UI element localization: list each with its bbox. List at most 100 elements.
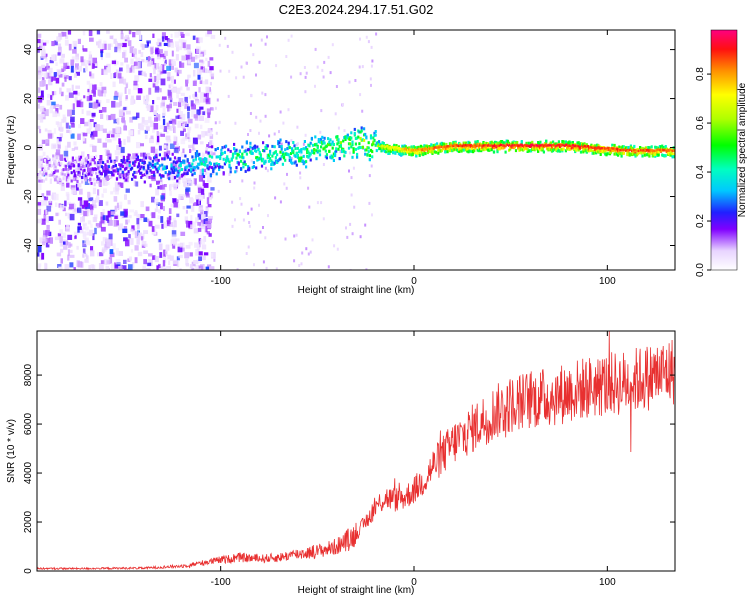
heatmap-ridge-cell (208, 161, 211, 165)
heatmap-speckle (72, 49, 77, 54)
heatmap-ridge-cell (95, 171, 98, 175)
heatmap-speckle (89, 71, 92, 77)
heatmap-speckle (130, 228, 134, 232)
heatmap-speckle (202, 111, 206, 115)
heatmap-ridge-core (459, 144, 462, 147)
heatmap-ridge-cell (191, 155, 194, 159)
heatmap-speckle (143, 250, 148, 254)
heatmap-ridge-cell (75, 168, 78, 171)
heatmap-speckle (228, 173, 231, 176)
heatmap-ridge-cell (192, 168, 195, 172)
heatmap-speckle (87, 119, 92, 125)
heatmap-ridge-cell (108, 175, 112, 179)
heatmap-speckle (154, 155, 158, 162)
heatmap-ridge-cell (92, 177, 95, 181)
heatmap-speckle (203, 49, 207, 55)
chart-title: C2E3.2024.294.17.51.G02 (279, 2, 434, 17)
heatmap-speckle (137, 213, 143, 221)
heatmap-speckle (365, 268, 368, 270)
heatmap-ridge-cell (639, 146, 642, 149)
heatmap-speckle (105, 265, 110, 270)
heatmap-speckle (155, 204, 158, 209)
heatmap-speckle (240, 202, 243, 206)
heatmap-ridge-cell (148, 175, 151, 179)
heatmap-ridge-cell (610, 148, 613, 152)
heatmap-speckle (169, 255, 174, 261)
heatmap-ridge-core (465, 143, 468, 147)
heatmap-speckle (154, 208, 158, 212)
heatmap-ridge-core (561, 143, 564, 147)
heatmap-ridge-cell (53, 171, 56, 174)
heatmap-speckle (180, 130, 184, 136)
heatmap-ridge-cell (308, 154, 311, 158)
heatmap-speckle (59, 236, 63, 243)
heatmap-speckle (110, 113, 116, 120)
heatmap-ridge-cell (111, 166, 114, 170)
heatmap-ridge-core (386, 145, 389, 148)
heatmap-speckle (114, 92, 119, 98)
heatmap-speckle (196, 55, 200, 59)
heatmap-speckle (46, 63, 49, 70)
heatmap-ridge-cell (659, 145, 663, 149)
heatmap-speckle (250, 93, 253, 97)
heatmap-ridge-cell (108, 156, 112, 160)
heatmap-ridge-cell (153, 170, 156, 174)
heatmap-ridge-cell (378, 147, 381, 151)
colorbar-tick-label: 0.8 (695, 67, 706, 81)
heatmap-ridge-cell (56, 163, 59, 166)
heatmap-speckle (53, 128, 57, 134)
heatmap-speckle (135, 210, 138, 216)
heatmap-speckle (166, 266, 171, 270)
heatmap-ridge-cell (168, 177, 171, 181)
heatmap-ridge-cell (404, 152, 407, 156)
heatmap-speckle (188, 241, 193, 246)
heatmap-speckle (99, 221, 102, 227)
heatmap-speckle (88, 265, 92, 270)
heatmap-speckle (121, 265, 127, 270)
heatmap-speckle (66, 193, 70, 201)
heatmap-speckle (200, 76, 203, 84)
heatmap-speckle (107, 220, 113, 226)
heatmap-ridge-core (599, 147, 602, 150)
heatmap-speckle (71, 109, 75, 115)
heatmap-ridge-cell (212, 169, 215, 173)
heatmap-speckle (152, 76, 155, 83)
heatmap-ridge-cell (309, 152, 312, 156)
heatmap-ridge-cell (91, 158, 94, 162)
heatmap-speckle (105, 137, 108, 142)
heatmap-ridge-cell (332, 159, 335, 162)
heatmap-ridge-cell (332, 143, 335, 146)
heatmap-speckle (115, 184, 120, 191)
heatmap-speckle (188, 144, 194, 148)
heatmap-ridge-cell (603, 149, 606, 152)
heatmap-speckle (39, 254, 43, 261)
heatmap-ridge-cell (59, 163, 62, 167)
heatmap-ridge-cell (44, 170, 47, 173)
heatmap-speckle (147, 168, 152, 176)
heatmap-speckle (352, 166, 355, 170)
y-tick-label: 40 (23, 44, 34, 56)
heatmap-speckle (136, 238, 140, 245)
heatmap-speckle (45, 229, 50, 236)
heatmap-ridge-cell (206, 164, 209, 168)
heatmap-ridge-cell (351, 140, 354, 144)
heatmap-ridge-cell (621, 151, 624, 155)
heatmap-ridge-core (625, 149, 628, 152)
heatmap-ridge-cell (470, 149, 473, 153)
heatmap-ridge-cell (358, 142, 361, 146)
heatmap-speckle (69, 262, 74, 268)
heatmap-speckle (157, 38, 162, 46)
heatmap-ridge-cell (640, 151, 643, 155)
heatmap-ridge-cell (107, 170, 110, 174)
heatmap-speckle (42, 42, 47, 46)
heatmap-speckle (47, 133, 53, 139)
heatmap-ridge-cell (215, 162, 218, 166)
heatmap-speckle (120, 32, 124, 40)
heatmap-speckle (253, 186, 256, 190)
heatmap-speckle (166, 217, 170, 222)
heatmap-ridge-cell (144, 153, 148, 157)
heatmap-ridge-core (596, 147, 599, 150)
heatmap-speckle (168, 120, 173, 124)
heatmap-speckle (50, 76, 53, 82)
heatmap-speckle (246, 61, 248, 65)
